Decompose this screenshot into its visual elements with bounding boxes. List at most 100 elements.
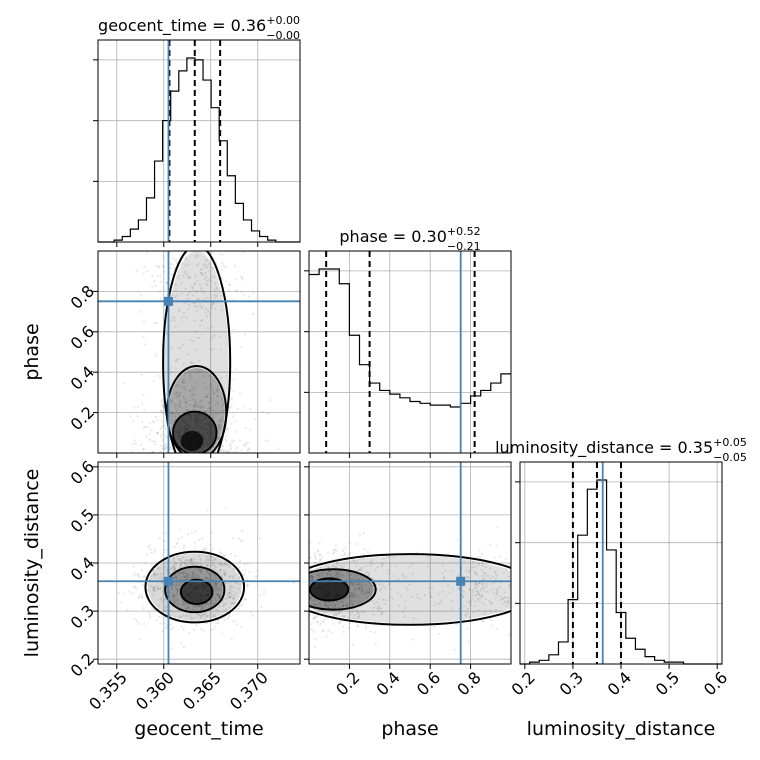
sample-point <box>136 405 140 408</box>
sample-point <box>163 270 166 273</box>
sample-point <box>504 568 507 571</box>
sample-point <box>144 426 147 429</box>
sample-point <box>192 560 195 564</box>
sample-point <box>148 613 152 616</box>
sample-point <box>489 618 492 622</box>
sample-point <box>219 448 222 452</box>
sample-point <box>151 275 154 278</box>
sample-point <box>176 412 179 415</box>
sample-point <box>229 449 232 452</box>
sample-point <box>172 576 175 579</box>
sample-point <box>197 605 200 608</box>
sample-point <box>195 563 198 566</box>
sample-point <box>232 389 235 392</box>
sample-point <box>238 439 242 442</box>
sample-point <box>230 601 234 604</box>
sample-point <box>335 613 338 616</box>
sample-point <box>357 583 360 586</box>
sample-point <box>132 585 135 588</box>
sample-point <box>337 572 340 575</box>
sample-point <box>228 588 231 591</box>
sample-point <box>215 608 218 611</box>
sample-point <box>328 610 331 613</box>
sample-point <box>484 610 487 613</box>
sample-point <box>362 532 366 535</box>
sample-point <box>148 616 152 619</box>
sample-point <box>196 279 199 282</box>
sample-point <box>186 577 189 581</box>
sample-point <box>232 602 236 605</box>
sample-point <box>347 626 351 630</box>
sample-point <box>203 410 206 413</box>
sample-point <box>221 444 224 447</box>
sample-point <box>187 563 190 566</box>
sample-point <box>361 589 364 592</box>
sample-point <box>228 592 232 595</box>
sample-point <box>201 605 204 608</box>
sample-point <box>206 296 209 300</box>
sample-point <box>508 583 511 587</box>
sample-point <box>153 573 156 576</box>
sample-point <box>170 586 173 589</box>
sample-point <box>161 581 164 585</box>
sample-point <box>160 280 163 283</box>
sample-point <box>249 408 252 411</box>
sample-point <box>481 552 484 555</box>
sample-point <box>439 602 442 605</box>
sample-point <box>353 559 356 562</box>
sample-point <box>337 621 341 624</box>
sample-point <box>198 336 201 339</box>
x-tick-label: 0.2 <box>508 668 539 699</box>
sample-point <box>213 391 216 394</box>
sample-point <box>222 411 225 414</box>
sample-point <box>153 421 156 424</box>
sample-point <box>164 434 167 438</box>
sample-point <box>351 596 354 599</box>
sample-point <box>201 607 204 610</box>
sample-point <box>206 564 210 567</box>
sample-point <box>384 587 387 590</box>
sample-point <box>189 560 192 563</box>
sample-point <box>163 622 166 625</box>
sample-point <box>411 572 415 575</box>
sample-point <box>206 279 209 283</box>
sample-point <box>361 578 365 581</box>
sample-point <box>373 602 376 605</box>
sample-point <box>502 602 505 605</box>
sample-point <box>176 602 179 605</box>
sample-point <box>193 283 196 286</box>
sample-point <box>470 566 473 570</box>
sample-point <box>172 610 175 614</box>
sample-point <box>192 576 195 579</box>
sample-point <box>197 575 200 579</box>
sample-point <box>366 551 370 554</box>
sample-point <box>448 591 451 594</box>
sample-point <box>142 335 145 338</box>
sample-point <box>365 564 368 567</box>
sample-point <box>194 401 197 405</box>
sample-point <box>206 309 210 313</box>
sample-point <box>327 566 331 569</box>
sample-point <box>182 600 185 603</box>
sample-point <box>217 424 220 427</box>
sample-point <box>163 289 166 292</box>
sample-point <box>369 630 372 633</box>
sample-point <box>208 573 211 576</box>
sample-point <box>205 387 208 390</box>
sample-point <box>334 544 337 547</box>
sample-point <box>315 561 318 564</box>
sample-point <box>185 315 188 319</box>
sample-point <box>176 541 179 545</box>
sample-point <box>239 275 242 279</box>
sample-point <box>214 599 217 602</box>
sample-point <box>217 571 220 575</box>
sample-point <box>495 589 499 592</box>
sample-point <box>224 265 227 269</box>
sample-point <box>156 432 159 435</box>
x-tick-label: 0.6 <box>700 668 731 699</box>
sample-point <box>361 585 364 588</box>
sample-point <box>363 548 367 551</box>
sample-point <box>210 304 213 307</box>
sample-point <box>359 599 362 602</box>
sample-point <box>240 449 243 452</box>
